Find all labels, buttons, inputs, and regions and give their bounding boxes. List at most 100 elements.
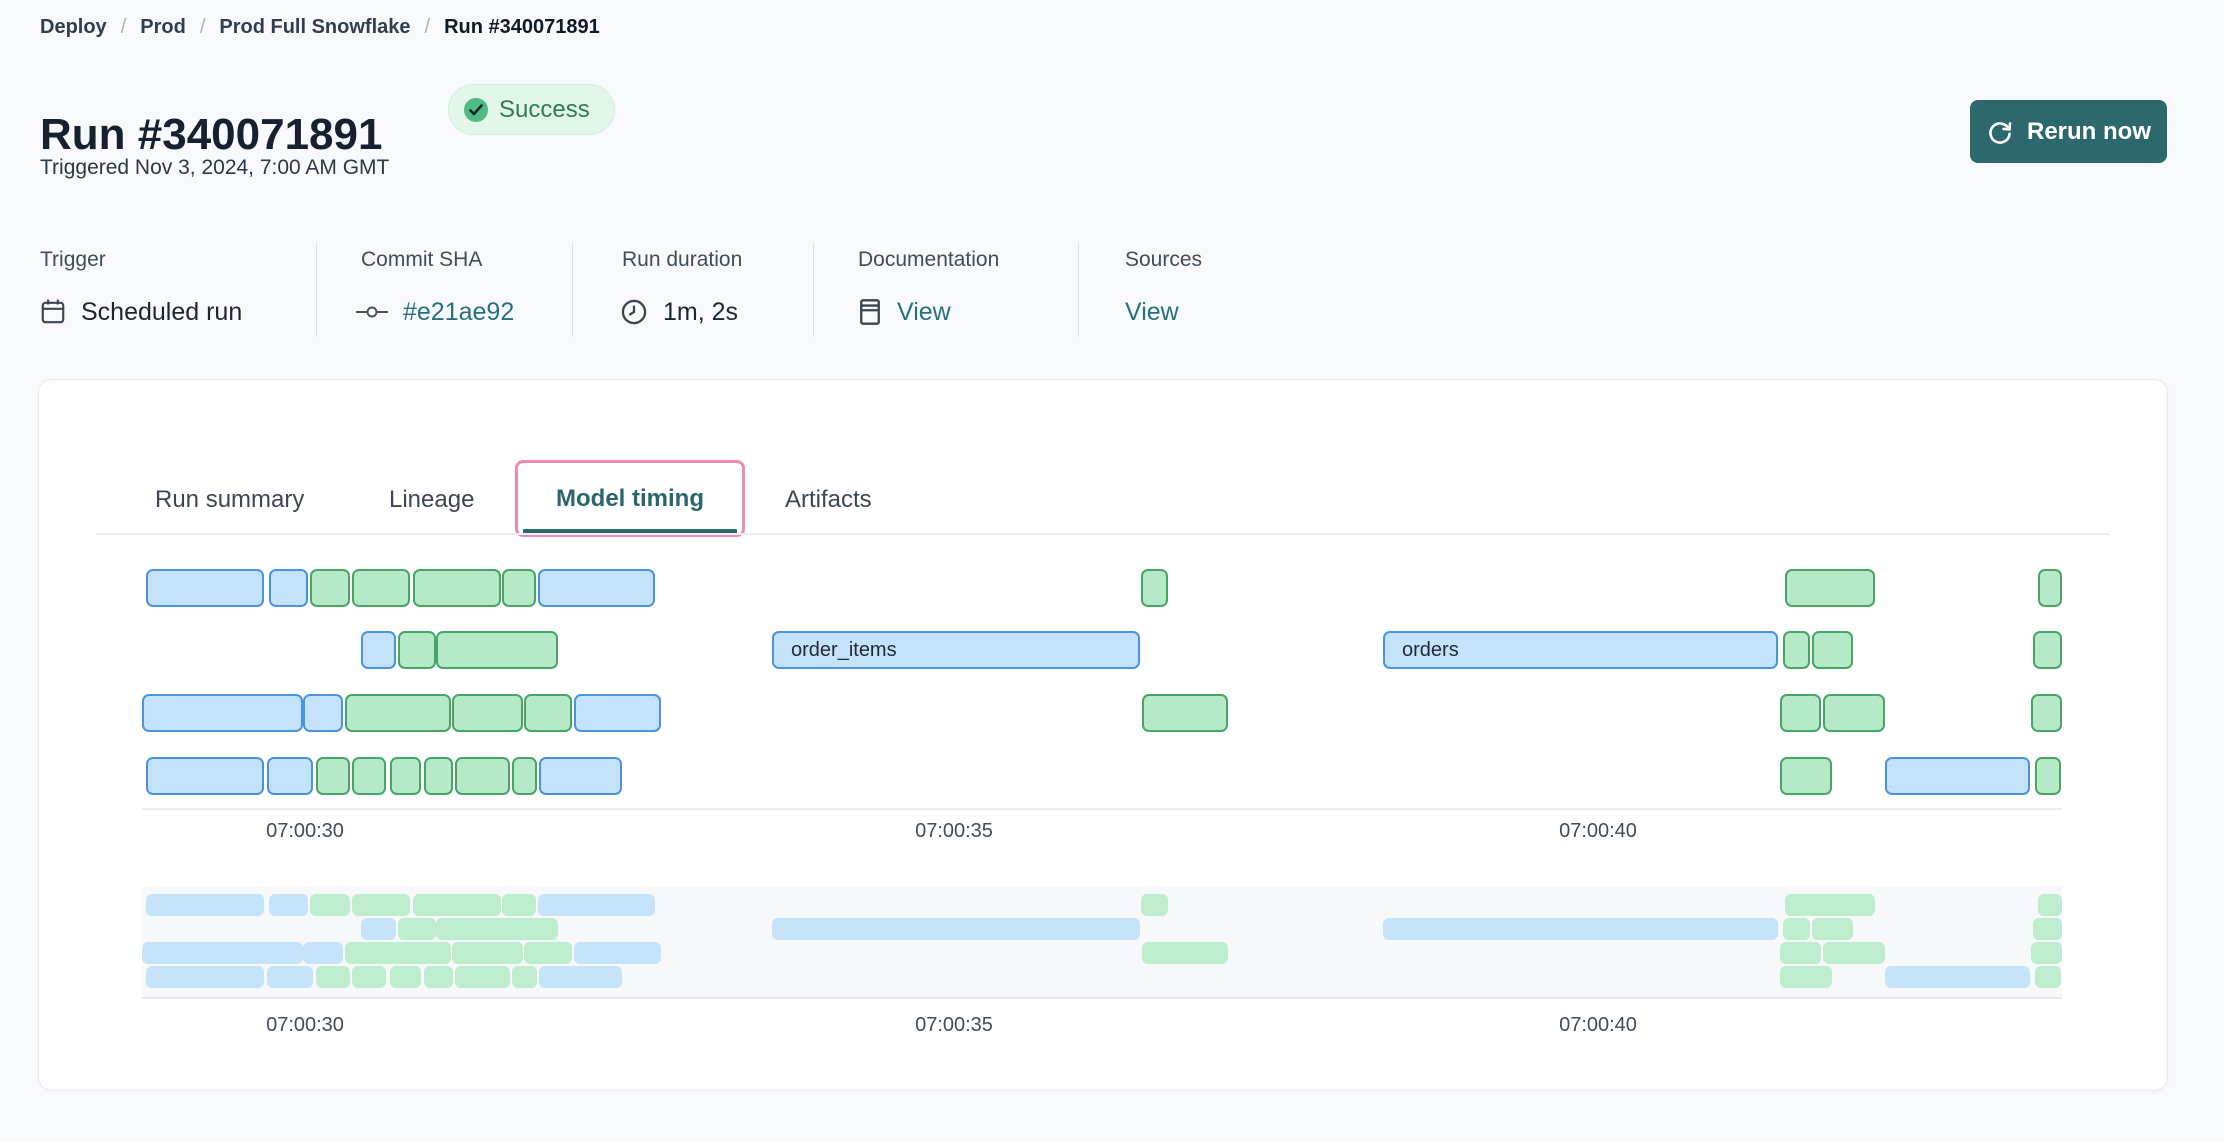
minimap-bar	[345, 942, 451, 964]
gantt-bar[interactable]	[146, 569, 264, 607]
gantt-bar[interactable]: order_items	[772, 631, 1140, 669]
gantt-bar[interactable]	[455, 757, 510, 795]
page-title: Run #340071891	[40, 110, 383, 160]
gantt-minimap[interactable]	[142, 887, 2062, 999]
commit-icon	[356, 304, 388, 320]
minimap-bar	[539, 966, 622, 988]
minimap-bar	[352, 894, 410, 916]
gantt-bar[interactable]	[1141, 569, 1168, 607]
gantt-bar[interactable]	[2033, 631, 2062, 669]
gantt-bar[interactable]	[538, 569, 655, 607]
gantt-bar[interactable]	[502, 569, 536, 607]
gantt-bar[interactable]	[413, 569, 501, 607]
minimap-bar	[1142, 942, 1228, 964]
minimap-bar	[1885, 966, 2030, 988]
run-duration-value: 1m, 2s	[663, 297, 739, 326]
minimap-bar	[310, 894, 350, 916]
gantt-bar[interactable]	[316, 757, 350, 795]
gantt-bar[interactable]	[452, 694, 523, 732]
meta-label-sources: Sources	[1125, 248, 1203, 271]
gantt-bar[interactable]	[310, 569, 350, 607]
gantt-bar[interactable]	[1142, 694, 1228, 732]
gantt-bar[interactable]	[398, 631, 436, 669]
clock-icon	[620, 298, 648, 326]
gantt-bar[interactable]	[269, 569, 308, 607]
commit-sha-link[interactable]: #e21ae92	[403, 297, 515, 326]
meta-label-commit-sha: Commit SHA	[361, 248, 483, 271]
rerun-now-label: Rerun now	[2027, 117, 2151, 145]
minimap-bar	[436, 918, 558, 940]
minimap-bar	[424, 966, 453, 988]
gantt-bar[interactable]	[1812, 631, 1853, 669]
sources-view-link[interactable]: View	[1125, 297, 1179, 326]
axis-tick: 07:00:40	[1559, 1014, 1637, 1036]
gantt-bar[interactable]	[352, 757, 386, 795]
tabs-divider	[96, 533, 2110, 535]
minimap-bar	[413, 894, 501, 916]
gantt-bar[interactable]	[1785, 569, 1875, 607]
minimap-bar	[2031, 942, 2062, 964]
gantt-bar[interactable]	[2031, 694, 2062, 732]
tab-model-timing[interactable]: Model timing	[515, 460, 745, 537]
breadcrumb-separator: /	[199, 16, 206, 38]
model-timing-gantt: order_items orders	[142, 569, 2062, 811]
gantt-bar[interactable]: orders	[1383, 631, 1778, 669]
tab-model-timing-label: Model timing	[556, 484, 704, 512]
gantt-bar[interactable]	[512, 757, 537, 795]
minimap-axis-labels: 07:00:30 07:00:35 07:00:40	[142, 1014, 2062, 1040]
breadcrumb-prod[interactable]: Prod	[140, 16, 186, 38]
rerun-now-button[interactable]: Rerun now	[1970, 100, 2167, 163]
doc-icon	[858, 298, 882, 326]
tab-lineage[interactable]: Lineage	[389, 486, 475, 513]
gantt-bar[interactable]	[574, 694, 661, 732]
meta-divider	[813, 243, 814, 337]
breadcrumb-deploy[interactable]: Deploy	[40, 16, 107, 38]
minimap-bar	[142, 942, 303, 964]
gantt-bar[interactable]	[361, 631, 396, 669]
gantt-bar[interactable]	[1780, 757, 1832, 795]
axis-tick: 07:00:35	[915, 820, 993, 842]
calendar-icon	[40, 298, 66, 326]
gantt-bar[interactable]	[146, 757, 264, 795]
minimap-bar	[146, 966, 264, 988]
gantt-bar[interactable]	[524, 694, 572, 732]
minimap-bar	[538, 894, 655, 916]
gantt-bar[interactable]	[2035, 757, 2061, 795]
minimap-bar	[1783, 918, 1810, 940]
tab-artifacts[interactable]: Artifacts	[785, 486, 872, 513]
success-check-icon	[464, 97, 488, 122]
minimap-bar	[452, 942, 523, 964]
meta-divider	[1078, 243, 1079, 337]
meta-divider	[316, 243, 317, 337]
minimap-bar	[390, 966, 421, 988]
gantt-bar[interactable]	[539, 757, 622, 795]
gantt-bar[interactable]	[436, 631, 558, 669]
minimap-bar	[267, 966, 313, 988]
gantt-bar[interactable]	[1783, 631, 1810, 669]
tab-run-summary[interactable]: Run summary	[155, 486, 305, 513]
minimap-bar	[1383, 918, 1778, 940]
breadcrumb: Deploy / Prod / Prod Full Snowflake / Ru…	[40, 16, 600, 39]
gantt-bar[interactable]	[142, 694, 303, 732]
gantt-bar[interactable]	[303, 694, 343, 732]
status-badge-label: Success	[499, 95, 590, 123]
gantt-bar[interactable]	[2038, 569, 2062, 607]
gantt-bar[interactable]	[352, 569, 410, 607]
meta-label-trigger: Trigger	[40, 248, 106, 271]
minimap-bar	[512, 966, 537, 988]
minimap-bar	[269, 894, 308, 916]
breadcrumb-job[interactable]: Prod Full Snowflake	[219, 16, 411, 38]
minimap-bar	[361, 918, 396, 940]
gantt-bar[interactable]	[390, 757, 421, 795]
minimap-bar	[1780, 942, 1821, 964]
documentation-view-link[interactable]: View	[897, 297, 951, 326]
gantt-bar[interactable]	[424, 757, 453, 795]
meta-divider	[572, 243, 573, 337]
gantt-bar[interactable]	[267, 757, 313, 795]
gantt-bar[interactable]	[345, 694, 451, 732]
gantt-bar[interactable]	[1823, 694, 1885, 732]
gantt-bar[interactable]	[1885, 757, 2030, 795]
minimap-bar	[1785, 894, 1875, 916]
gantt-bar[interactable]	[1780, 694, 1821, 732]
